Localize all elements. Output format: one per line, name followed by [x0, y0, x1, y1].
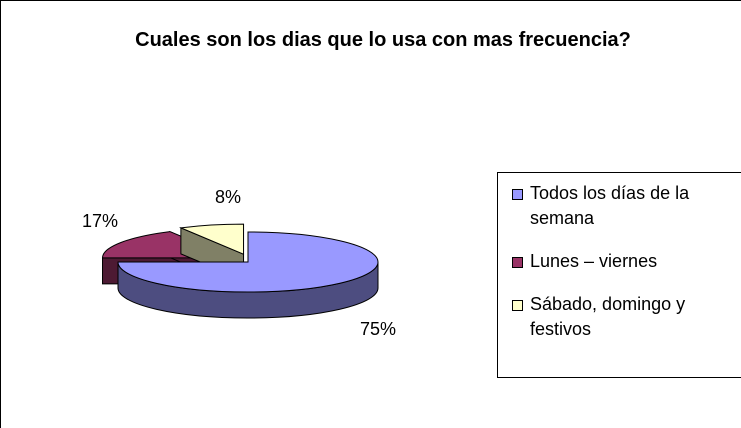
legend-item: Lunes – viernes [512, 249, 741, 274]
slice [178, 223, 245, 255]
legend-swatch [512, 300, 523, 311]
chart-title: Cuales son los dias que lo usa con mas f… [135, 29, 631, 51]
data-label: 8% [215, 187, 241, 207]
legend-label: Sábado, domingo y festivos [530, 294, 686, 339]
legend-swatch [512, 189, 523, 200]
legend-item: Sábado, domingo y festivos [512, 292, 741, 342]
data-label: 75% [360, 319, 396, 339]
legend-label: Lunes – viernes [530, 251, 658, 271]
slice [117, 231, 379, 293]
legend: Todos los días de la semana Lunes – viern… [497, 172, 741, 378]
data-label: 17% [82, 211, 118, 231]
legend-label: Todos los días de la semana [530, 183, 690, 228]
legend-item: Todos los días de la semana [512, 181, 741, 231]
legend-swatch [512, 257, 523, 268]
